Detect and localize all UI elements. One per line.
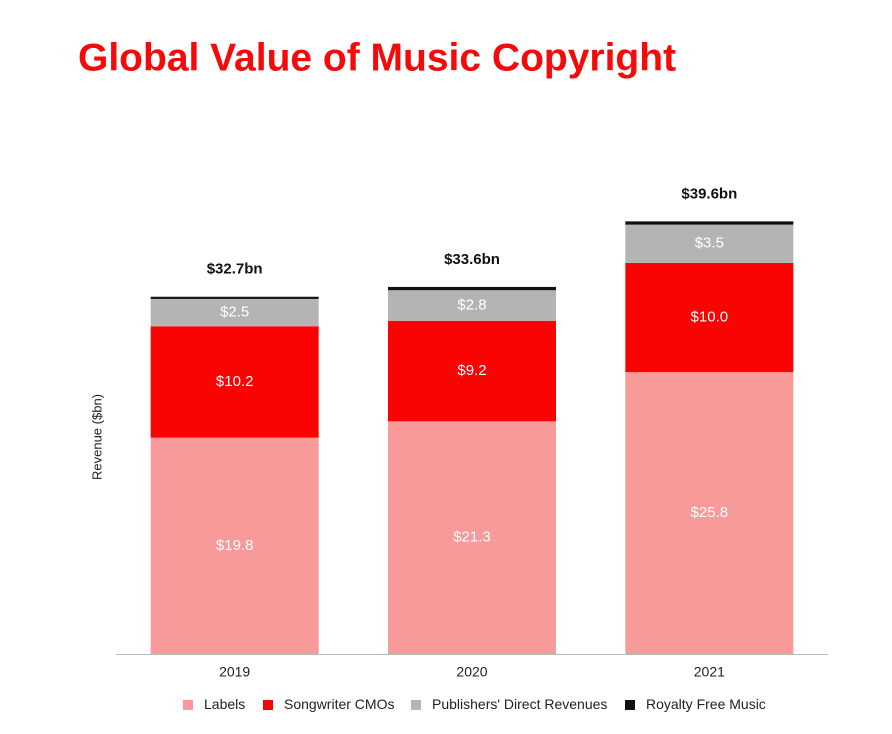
x-tick-label: 2020 (456, 664, 487, 680)
legend-label: Publishers' Direct Revenues (432, 696, 607, 712)
y-axis-label: Revenue ($bn) (89, 394, 104, 480)
bar-segment (150, 326, 319, 438)
total-label: $39.6bn (681, 185, 737, 202)
data-label: $19.8 (216, 537, 254, 554)
data-label: $10.2 (216, 373, 254, 390)
legend-label: Royalty Free Music (646, 696, 766, 712)
data-label: $10.0 (691, 308, 729, 325)
bar-segment (388, 320, 556, 422)
bar-segment (625, 372, 794, 654)
data-label: $2.8 (457, 296, 486, 313)
bar-segment (388, 290, 556, 321)
legend-swatch (625, 700, 635, 710)
data-label: $3.5 (695, 235, 724, 252)
bar-segment (625, 224, 794, 263)
bar-segment (625, 262, 794, 373)
total-label: $32.7bn (207, 261, 263, 278)
data-label: $25.8 (691, 504, 729, 521)
legend-swatch (411, 700, 421, 710)
bar-segment (388, 421, 556, 654)
data-label: $21.3 (453, 529, 491, 546)
chart-title: Global Value of Music Copyright (78, 36, 676, 79)
bar-segment (150, 298, 319, 327)
legend-swatch (263, 700, 273, 710)
bar-segment (150, 437, 319, 654)
bar-segment (625, 221, 794, 225)
x-tick-label: 2021 (694, 664, 725, 680)
legend-swatch (183, 700, 193, 710)
legend-label: Labels (204, 696, 245, 712)
bar-segment (388, 286, 556, 291)
bar-segment (150, 296, 319, 299)
data-label: $2.5 (220, 304, 249, 321)
x-tick-label: 2019 (219, 664, 250, 680)
total-label: $33.6bn (444, 251, 500, 268)
data-label: $9.2 (457, 362, 486, 379)
legend-label: Songwriter CMOs (284, 696, 394, 712)
